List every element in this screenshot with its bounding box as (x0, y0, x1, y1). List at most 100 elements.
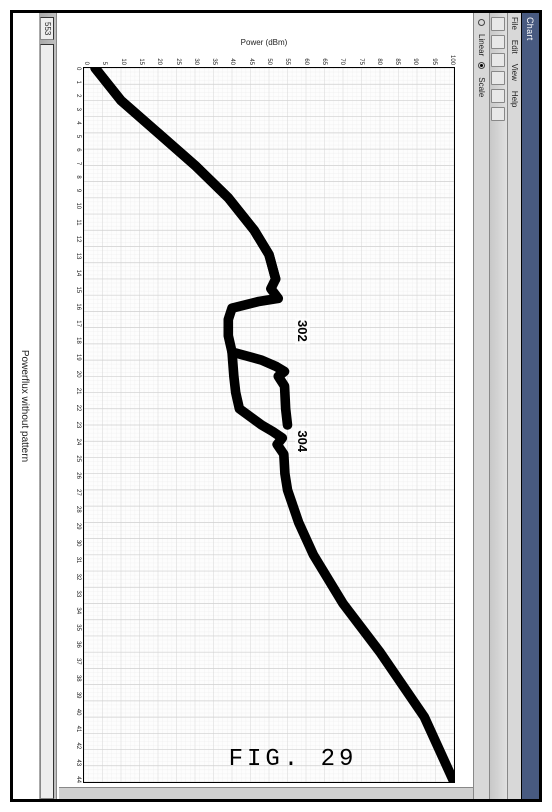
x-tick-label: 27 (69, 489, 81, 496)
x-tick-label: 35 (69, 624, 81, 631)
x-tick-label: 22 (69, 405, 81, 412)
y-tick-label: 80 (376, 58, 382, 65)
y-tick-label: 10 (120, 58, 126, 65)
x-tick-label: 13 (69, 253, 81, 260)
y-tick-label: 50 (266, 58, 272, 65)
x-tick-label: 28 (69, 506, 81, 513)
menu-edit[interactable]: Edit (510, 40, 519, 54)
x-tick-label: 41 (69, 726, 81, 733)
x-tick-label: 1 (69, 81, 81, 84)
status-caption: Powerflux without pattern (19, 83, 30, 729)
y-tick-label: 55 (284, 58, 290, 65)
x-tick-label: 25 (69, 455, 81, 462)
statusbar: 553 (39, 13, 57, 799)
y-tick-label: 75 (358, 58, 364, 65)
x-ticks: 0123456789101112131415161718192021222324… (69, 67, 81, 783)
x-tick-label: 9 (69, 189, 81, 192)
x-tick-label: 2 (69, 94, 81, 97)
scrollbar-vertical[interactable] (59, 787, 473, 799)
status-spacer (41, 44, 55, 799)
toolbar-button[interactable] (492, 53, 506, 67)
y-tick-label: 45 (248, 58, 254, 65)
x-tick-label: 4 (69, 121, 81, 124)
x-tick-label: 33 (69, 591, 81, 598)
toolbar-button[interactable] (492, 107, 506, 121)
y-tick-label: 5 (101, 62, 107, 65)
x-tick-label: 29 (69, 523, 81, 530)
x-tick-label: 39 (69, 692, 81, 699)
x-tick-label: 16 (69, 303, 81, 310)
radio-linear[interactable] (478, 19, 485, 26)
x-tick-label: 38 (69, 675, 81, 682)
menu-file[interactable]: File (510, 17, 519, 30)
figure-caption: FIG. 29 (229, 746, 358, 773)
y-tick-label: 25 (175, 58, 181, 65)
x-tick-label: 6 (69, 148, 81, 151)
x-tick-label: 36 (69, 641, 81, 648)
x-tick-label: 18 (69, 337, 81, 344)
y-tick-label: 40 (229, 58, 235, 65)
curve-label-304: 304 (295, 428, 310, 454)
x-tick-label: 10 (69, 202, 81, 209)
x-tick-label: 37 (69, 658, 81, 665)
x-tick-label: 14 (69, 270, 81, 277)
y-tick-label: 100 (449, 55, 455, 65)
radio-scale[interactable] (478, 62, 485, 69)
y-ticks: 1009590858075706560555045403530252015105… (83, 35, 455, 65)
y-tick-label: 20 (156, 58, 162, 65)
x-tick-label: 17 (69, 320, 81, 327)
x-tick-label: 8 (69, 175, 81, 178)
x-tick-label: 5 (69, 135, 81, 138)
y-tick-label: 70 (339, 58, 345, 65)
chart-title (465, 19, 469, 793)
x-tick-label: 0 (69, 67, 81, 70)
y-tick-label: 85 (394, 58, 400, 65)
x-tick-label: 26 (69, 472, 81, 479)
toolbar-button[interactable] (492, 71, 506, 85)
plot-svg (84, 68, 454, 782)
x-tick-label: 7 (69, 162, 81, 165)
y-tick-label: 35 (211, 58, 217, 65)
toolbar (489, 13, 507, 799)
plot-box: 302 304 (83, 67, 455, 783)
y-tick-label: 60 (303, 58, 309, 65)
x-tick-label: 34 (69, 607, 81, 614)
x-tick-label: 12 (69, 236, 81, 243)
radio-linear-label: Linear (477, 34, 486, 56)
figure-frame: Chart File Edit View Help Linear Scale P… (10, 10, 542, 802)
x-tick-label: 43 (69, 759, 81, 766)
x-tick-label: 44 (69, 776, 81, 783)
toolbar-button[interactable] (492, 17, 506, 31)
x-tick-label: 21 (69, 388, 81, 395)
x-tick-label: 3 (69, 108, 81, 111)
x-tick-label: 15 (69, 286, 81, 293)
toolbar-button[interactable] (492, 89, 506, 103)
x-tick-label: 23 (69, 422, 81, 429)
menu-help[interactable]: Help (510, 91, 519, 107)
x-tick-label: 40 (69, 709, 81, 716)
chart-area: Power (dBm) 1009590858075706560555045403… (59, 19, 469, 793)
menubar: File Edit View Help (507, 13, 521, 799)
radio-scale-label: Scale (477, 77, 486, 97)
curve-label-302: 302 (295, 318, 310, 344)
x-tick-label: 42 (69, 743, 81, 750)
x-tick-label: 32 (69, 574, 81, 581)
window-titlebar: Chart (521, 13, 539, 799)
x-tick-label: 30 (69, 540, 81, 547)
x-tick-label: 31 (69, 557, 81, 564)
y-tick-label: 30 (193, 58, 199, 65)
toolbar-button[interactable] (492, 35, 506, 49)
y-tick-label: 65 (321, 58, 327, 65)
menu-view[interactable]: View (510, 64, 519, 81)
x-tick-label: 24 (69, 438, 81, 445)
x-tick-label: 19 (69, 354, 81, 361)
status-value: 553 (41, 17, 55, 40)
window-title: Chart (526, 17, 536, 41)
y-tick-label: 15 (138, 58, 144, 65)
y-tick-label: 90 (412, 58, 418, 65)
mode-row: Linear Scale (473, 13, 489, 799)
app-window: Chart File Edit View Help Linear Scale P… (13, 13, 539, 799)
y-tick-label: 95 (431, 58, 437, 65)
x-tick-label: 11 (69, 219, 81, 225)
y-tick-label: 0 (83, 62, 89, 65)
